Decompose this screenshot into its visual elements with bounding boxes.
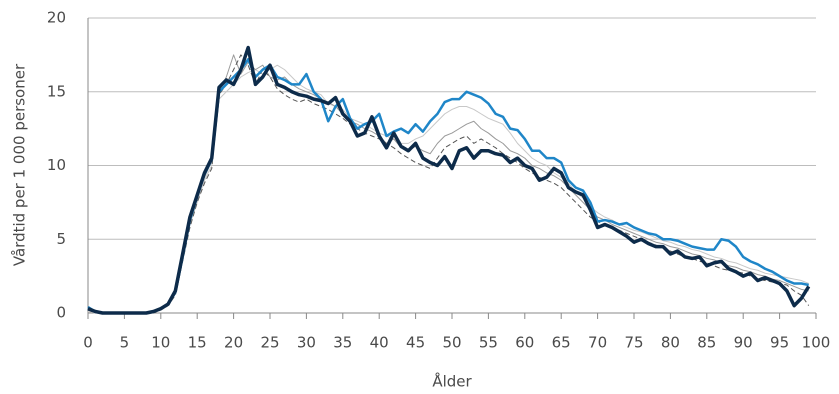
- data-line: [87, 54, 810, 314]
- y-tick-label: 0: [56, 304, 66, 322]
- data-line: [87, 64, 809, 314]
- x-tick-label: 85: [697, 334, 716, 352]
- data-line: [87, 58, 809, 315]
- x-tick-label: 70: [588, 334, 607, 352]
- x-axis-label: Ålder: [432, 372, 472, 391]
- x-tick-label: 80: [661, 334, 680, 352]
- x-tick-label: 50: [442, 334, 461, 352]
- y-axis-label: Vårdtid per 1 000 personer: [11, 63, 29, 266]
- y-tick-label: 5: [56, 230, 66, 248]
- y-tick-label: 15: [47, 82, 66, 100]
- data-line: [87, 45, 811, 315]
- x-tick-label: 65: [552, 334, 571, 352]
- x-tick-label: 100: [802, 334, 831, 352]
- x-tick-label: 35: [333, 334, 352, 352]
- x-tick-label: 90: [734, 334, 753, 352]
- x-tick-label: 25: [260, 334, 279, 352]
- x-tick-label: 10: [151, 334, 170, 352]
- x-tick-label: 5: [120, 334, 130, 352]
- x-tick-label: 95: [770, 334, 789, 352]
- x-tick-label: 30: [297, 334, 316, 352]
- data-line: [87, 54, 809, 314]
- x-tick-label: 55: [479, 334, 498, 352]
- x-tick-label: 75: [624, 334, 643, 352]
- x-tick-label: 15: [188, 334, 207, 352]
- x-tick-label: 20: [224, 334, 243, 352]
- x-tick-label: 0: [83, 334, 93, 352]
- x-tick-label: 60: [515, 334, 534, 352]
- y-tick-label: 20: [47, 9, 66, 27]
- x-tick-label: 40: [370, 334, 389, 352]
- y-tick-label: 10: [47, 156, 66, 174]
- x-tick-label: 45: [406, 334, 425, 352]
